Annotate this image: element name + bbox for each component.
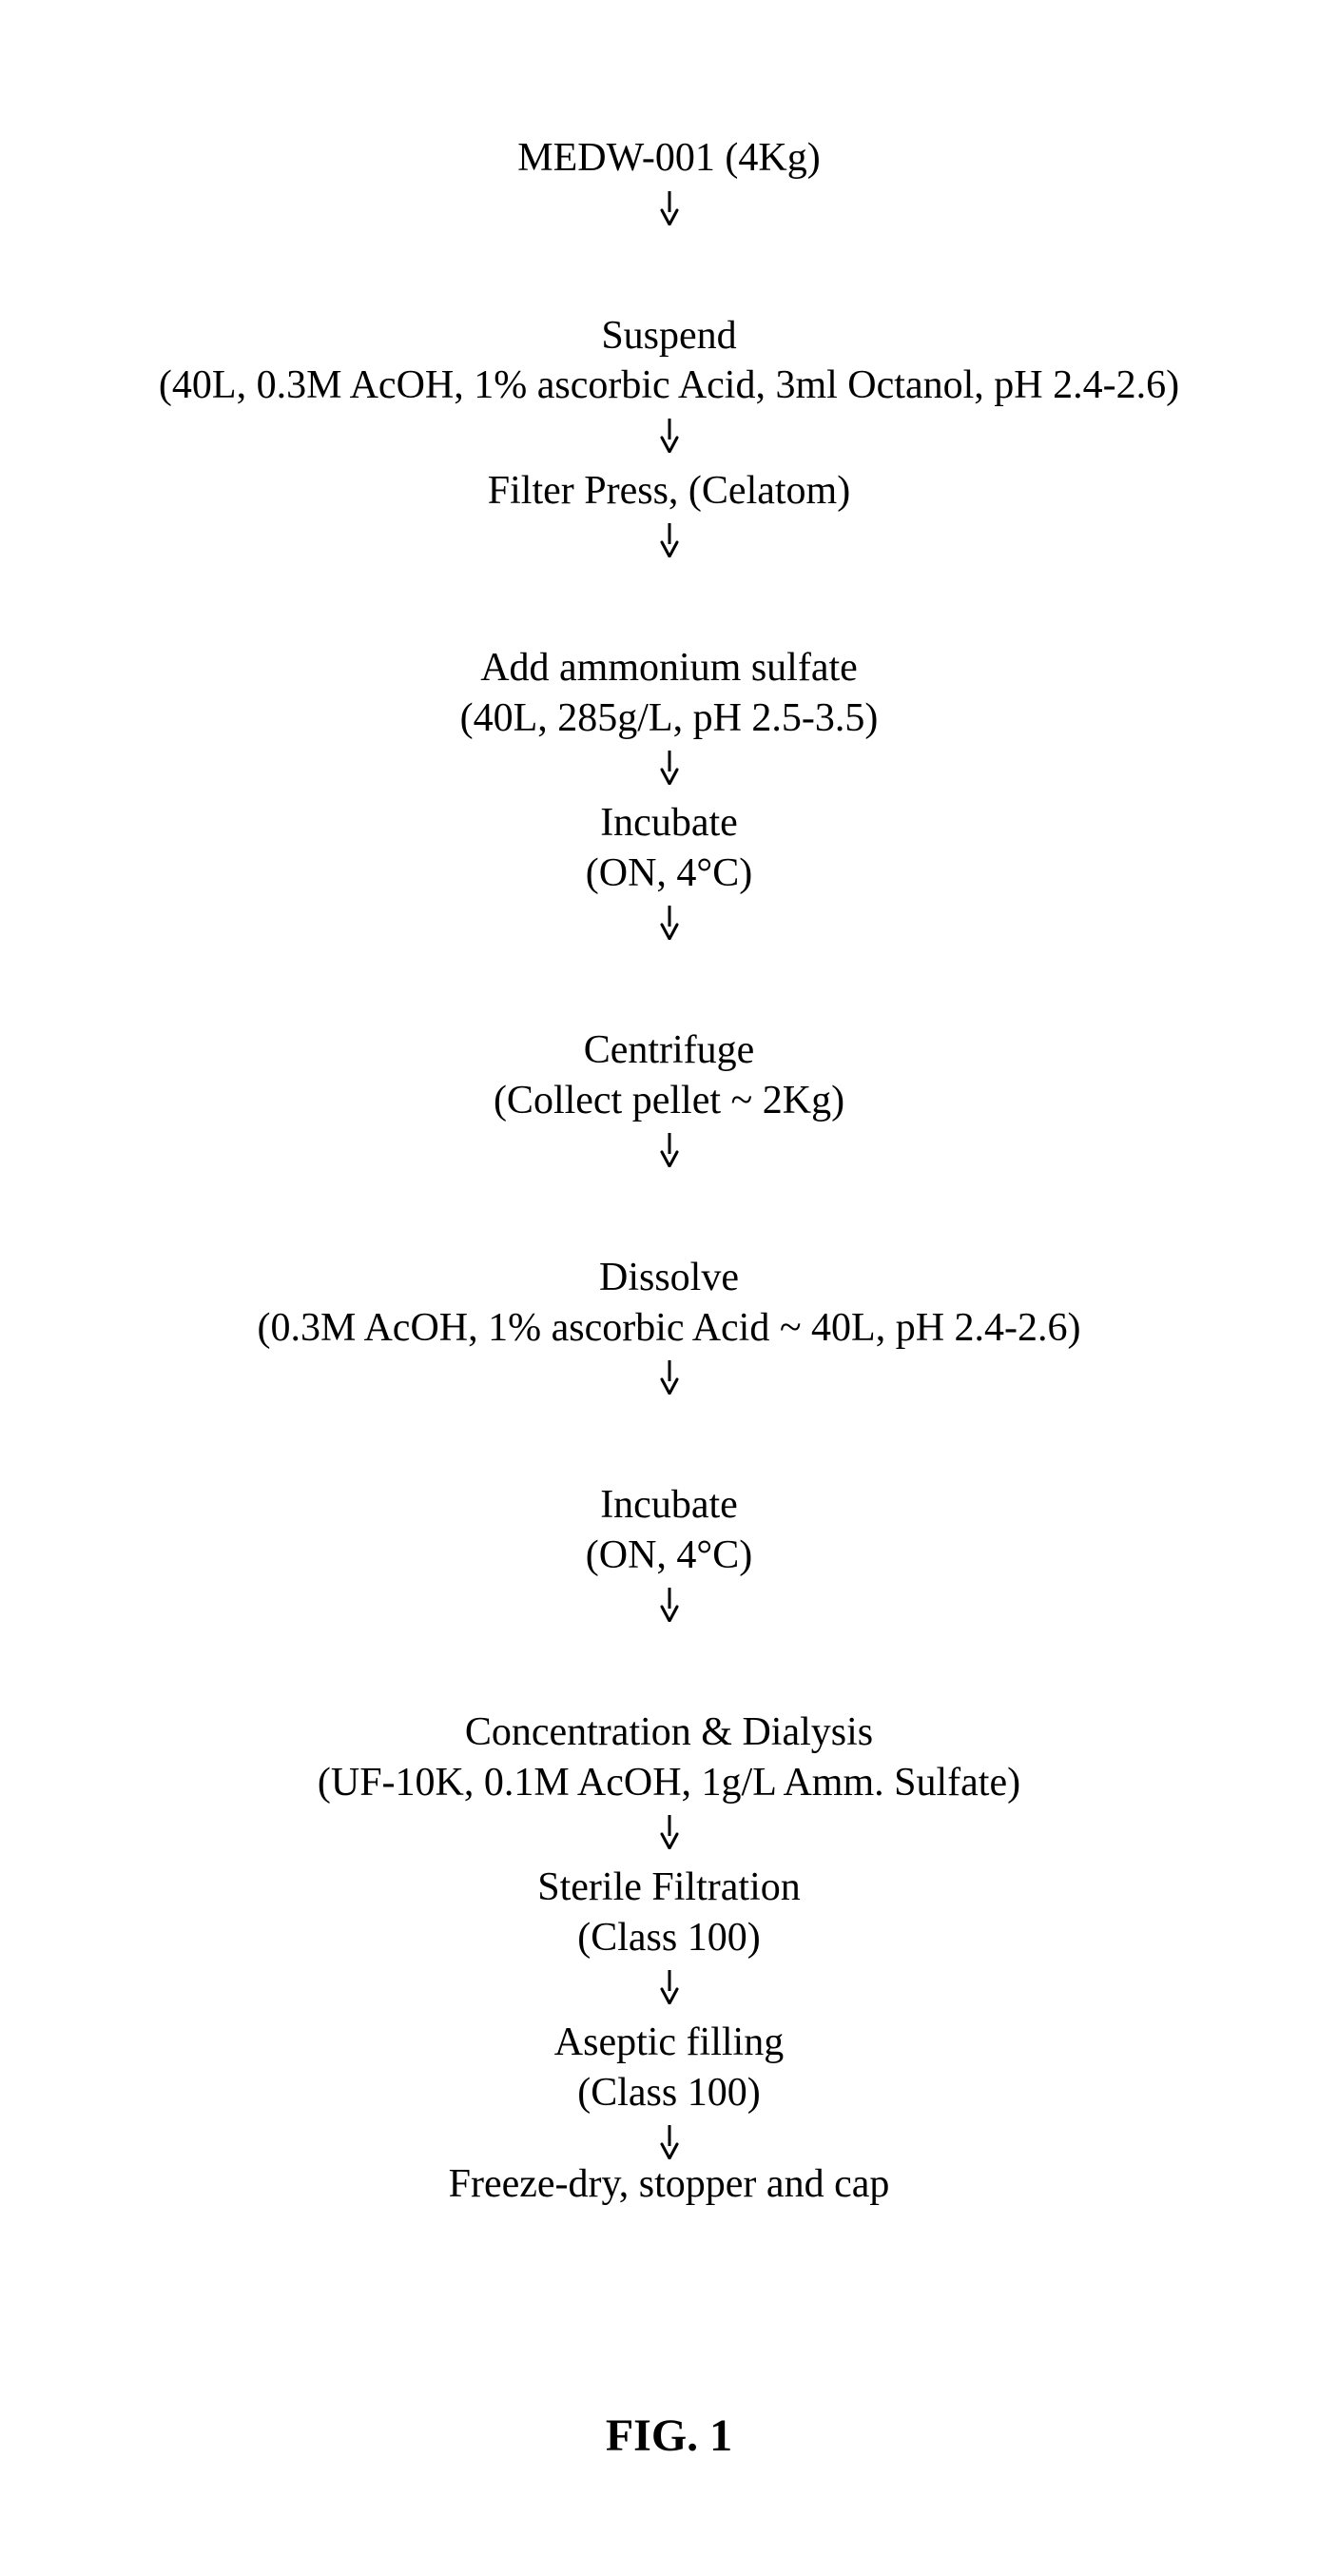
flow-step-title: Suspend	[159, 311, 1179, 361]
flow-step: Incubate(ON, 4°C)	[586, 1480, 752, 1580]
flow-step-detail: (0.3M AcOH, 1% ascorbic Acid ~ 40L, pH 2…	[257, 1303, 1080, 1354]
flow-step-title: Sterile Filtration	[537, 1863, 800, 1913]
flow-step-detail: (ON, 4°C)	[586, 849, 752, 899]
flow-step: Incubate(ON, 4°C)	[586, 798, 752, 898]
flow-step: Filter Press, (Celatom)	[488, 466, 850, 517]
figure-label: FIG. 1	[0, 2410, 1338, 2462]
flow-step: MEDW-001 (4Kg)	[517, 133, 820, 184]
down-arrow-icon	[660, 191, 679, 225]
flowchart: MEDW-001 (4Kg) Suspend(40L, 0.3M AcOH, 1…	[0, 133, 1338, 2210]
flow-step-title: Incubate	[586, 1480, 752, 1531]
flow-step-detail: (Class 100)	[554, 2068, 784, 2118]
flow-step-title: Concentration & Dialysis	[318, 1708, 1020, 1758]
flow-step-title: Incubate	[586, 798, 752, 849]
down-arrow-icon	[660, 1360, 679, 1395]
down-arrow-icon	[660, 419, 679, 453]
down-arrow-icon	[660, 1133, 679, 1167]
flow-step-detail: (Collect pellet ~ 2Kg)	[494, 1076, 844, 1126]
flow-step: Centrifuge(Collect pellet ~ 2Kg)	[494, 1025, 844, 1125]
flow-step: Add ammonium sulfate(40L, 285g/L, pH 2.5…	[460, 643, 879, 743]
flow-step-title: Freeze-dry, stopper and cap	[449, 2159, 890, 2210]
flow-step-detail: (40L, 0.3M AcOH, 1% ascorbic Acid, 3ml O…	[159, 361, 1179, 411]
flow-step-title: Filter Press, (Celatom)	[488, 466, 850, 517]
flow-step-detail: (UF-10K, 0.1M AcOH, 1g/L Amm. Sulfate)	[318, 1758, 1020, 1808]
flow-step: Concentration & Dialysis(UF-10K, 0.1M Ac…	[318, 1708, 1020, 1807]
flow-step: Freeze-dry, stopper and cap	[449, 2159, 890, 2210]
flow-step-detail: (40L, 285g/L, pH 2.5-3.5)	[460, 693, 879, 744]
down-arrow-icon	[660, 1588, 679, 1622]
flow-step-title: Dissolve	[257, 1253, 1080, 1303]
down-arrow-icon	[660, 1970, 679, 2004]
flow-step-detail: (ON, 4°C)	[586, 1531, 752, 1581]
flow-step-title: Centrifuge	[494, 1025, 844, 1076]
down-arrow-icon	[660, 751, 679, 785]
down-arrow-icon	[660, 906, 679, 940]
flow-step: Aseptic filling(Class 100)	[554, 2018, 784, 2117]
flow-step-detail: (Class 100)	[537, 1913, 800, 1963]
flow-step: Suspend(40L, 0.3M AcOH, 1% ascorbic Acid…	[159, 311, 1179, 411]
down-arrow-icon	[660, 1815, 679, 1849]
down-arrow-icon	[660, 523, 679, 557]
flow-step-title: Aseptic filling	[554, 2018, 784, 2068]
flow-step: Sterile Filtration(Class 100)	[537, 1863, 800, 1962]
flow-step-title: MEDW-001 (4Kg)	[517, 133, 820, 184]
page: MEDW-001 (4Kg) Suspend(40L, 0.3M AcOH, 1…	[0, 0, 1338, 2576]
down-arrow-icon	[660, 2125, 679, 2159]
flow-step-title: Add ammonium sulfate	[460, 643, 879, 693]
flow-step: Dissolve(0.3M AcOH, 1% ascorbic Acid ~ 4…	[257, 1253, 1080, 1353]
